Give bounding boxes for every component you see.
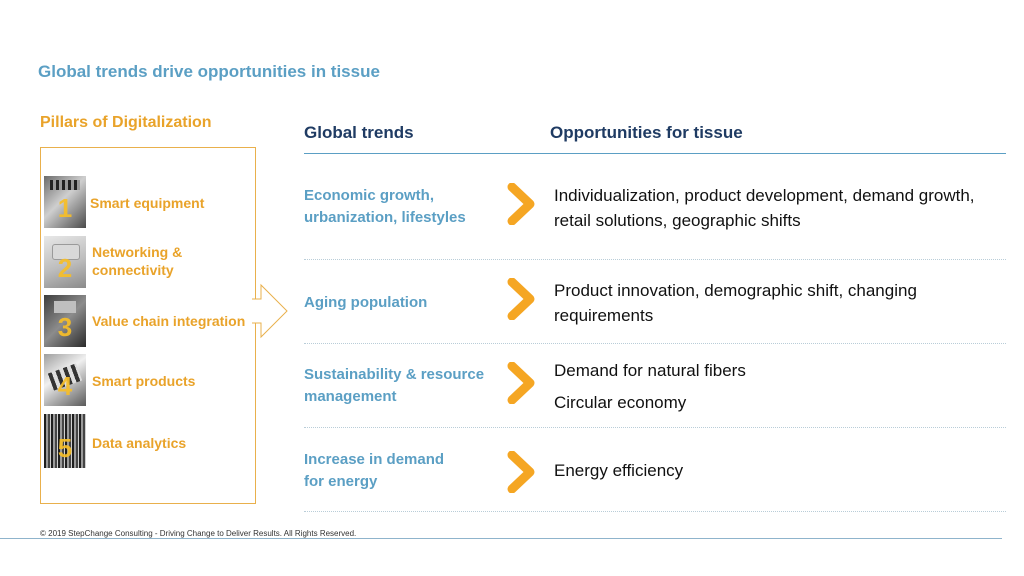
trend-sustainability: Sustainability & resource management — [304, 366, 485, 405]
slide-title: Global trends drive opportunities in tis… — [38, 62, 380, 81]
pillars-arrow-icon — [252, 283, 288, 339]
pillars-title: Pillars of Digitalization — [40, 114, 212, 131]
pillar-label-value-chain: Value chain integration — [92, 313, 246, 329]
opportunity-text: Energy efficiency — [554, 461, 684, 480]
pillar-image-4: 4 — [44, 354, 86, 406]
pillar-number: 2 — [57, 253, 73, 283]
pillar-label-networking: Networking & connectivity — [92, 244, 183, 278]
row-divider — [304, 427, 1006, 428]
opportunity-text: Individualization, product development, … — [554, 186, 975, 230]
pillar-number: 3 — [57, 312, 73, 342]
trend-economic-growth: Economic growth, urbanization, lifestyle… — [304, 187, 466, 226]
chip-icon — [54, 301, 76, 313]
footer-rule — [0, 538, 1002, 539]
pillar-label-smart-products: Smart products — [92, 373, 196, 389]
pillar-image-2: 2 — [44, 236, 86, 288]
pillar-label-smart-equipment: Smart equipment — [90, 195, 205, 211]
chevron-right-icon — [507, 278, 535, 320]
pillar-number: 1 — [57, 193, 73, 223]
opportunities-header: Opportunities for tissue — [550, 123, 743, 142]
copyright-footer: © 2019 StepChange Consulting - Driving C… — [40, 529, 357, 538]
opportunity-text: Circular economy — [554, 393, 687, 412]
opportunity-text: Product innovation, demographic shift, c… — [554, 281, 917, 325]
trend-energy-demand: Increase in demand for energy — [304, 451, 445, 490]
chevron-right-icon — [507, 183, 535, 225]
pillar-label-data-analytics: Data analytics — [92, 435, 187, 451]
chevron-right-icon — [507, 362, 535, 404]
pillar-image-5: 5 — [44, 414, 86, 468]
keyboard-icon — [52, 244, 80, 260]
chevron-right-icon — [507, 451, 535, 493]
pillar-number: 5 — [57, 433, 73, 463]
trend-aging-population: Aging population — [304, 294, 428, 311]
row-divider — [304, 511, 1006, 512]
opportunity-text: Demand for natural fibers — [554, 361, 746, 380]
pillar-image-1: 1 — [44, 176, 86, 228]
row-divider — [304, 343, 1006, 344]
pillars-box — [40, 147, 256, 504]
pillar-number: 4 — [57, 371, 73, 401]
pillar-image-3: 3 — [44, 295, 86, 347]
machine-icon — [50, 180, 80, 190]
header-rule — [304, 153, 1006, 154]
row-divider — [304, 259, 1006, 260]
global-trends-header: Global trends — [304, 123, 414, 142]
